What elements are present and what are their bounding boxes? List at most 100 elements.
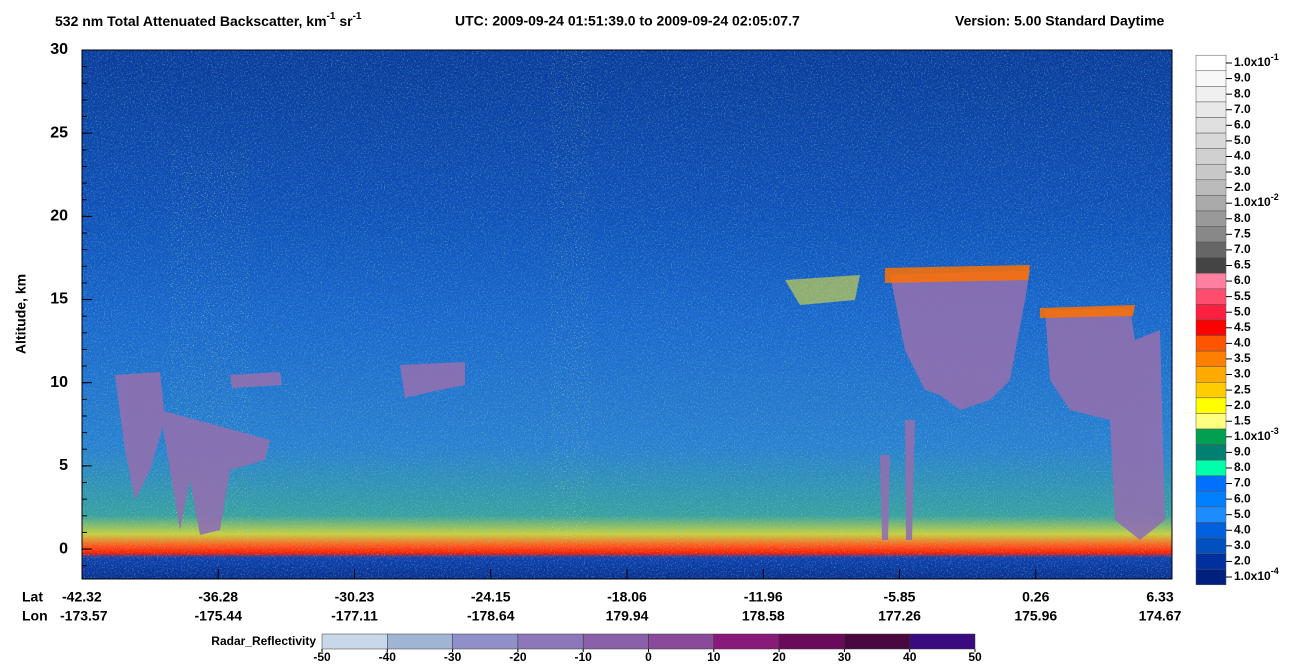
radar-tick-label: -40 [379, 650, 397, 664]
lat-tick-label: -24.15 [471, 589, 511, 605]
y-axis-label: Altitude, km [13, 274, 29, 354]
lat-tick-label: 6.33 [1146, 589, 1173, 605]
colorbar-swatch [1195, 459, 1227, 477]
lon-tick-label: -177.11 [331, 608, 378, 624]
title-exp: -1 [353, 11, 362, 22]
radar-label: Radar_Reflectivity [211, 634, 316, 648]
colorbar-label: 1.0x10-4 [1234, 566, 1279, 583]
radar-swatch [909, 633, 976, 650]
colorbar-swatch [1195, 366, 1227, 383]
colorbar-label: 9.0 [1234, 71, 1251, 85]
colorbar-label: 6.0 [1234, 117, 1251, 131]
colorbar-swatch [1195, 491, 1227, 508]
lon-label: Lon [22, 608, 48, 624]
lon-tick-label: 179.94 [606, 608, 649, 624]
colorbar-swatch [1195, 86, 1227, 103]
y-tick-label: 10 [50, 374, 68, 391]
radar-tick-label: -20 [509, 650, 527, 664]
colorbar-swatch [1195, 70, 1227, 87]
colorbar-label: 7.0 [1234, 476, 1251, 490]
colorbar-label: 1.0x10-1 [1234, 52, 1279, 69]
colorbar-label: 2.0 [1234, 554, 1251, 568]
lon-tick-label: -178.64 [467, 608, 515, 624]
colorbar-swatch [1195, 506, 1227, 523]
colorbar-label: 5.0 [1234, 133, 1251, 147]
colorbar-label-exp: -2 [1271, 193, 1279, 203]
colorbar-swatch [1195, 210, 1227, 227]
y-tick-label: 25 [50, 124, 68, 141]
colorbar-label: 8.0 [1234, 86, 1251, 100]
radar-swatch [452, 633, 519, 650]
radar-swatch [844, 633, 910, 650]
colorbar-swatch [1195, 413, 1227, 430]
colorbar-swatch [1195, 568, 1227, 586]
title-utc: UTC: 2009-09-24 01:51:39.0 to 2009-09-24… [455, 13, 800, 29]
colorbar-swatch [1195, 553, 1227, 570]
colorbar-swatch [1195, 163, 1227, 181]
colorbar-swatch [1195, 257, 1227, 274]
colorbar-label: 1.0x10-2 [1234, 193, 1279, 210]
colorbar-swatch [1195, 54, 1227, 72]
radar-tick-label: 50 [968, 650, 982, 664]
colorbar-swatch [1195, 273, 1227, 290]
title-unit: sr [335, 13, 353, 29]
radar-tick-label: 40 [903, 650, 917, 664]
chart-title: 532 nm Total Attenuated Backscatter, km-… [55, 11, 362, 29]
y-tick-label: 0 [59, 540, 68, 557]
colorbar-swatch [1195, 101, 1227, 118]
radar-tick-label: 30 [838, 650, 852, 664]
radar-swatch [648, 633, 715, 650]
lat-label: Lat [22, 589, 43, 605]
colorbar-label: 7.0 [1234, 102, 1251, 116]
colorbar-label: 8.0 [1234, 460, 1251, 474]
radar-swatch [778, 633, 845, 650]
lon-tick-label: -175.44 [195, 608, 243, 624]
colorbar-label: 6.0 [1234, 491, 1251, 505]
lat-tick-label: -30.23 [335, 589, 375, 605]
lon-tick-label: 177.26 [878, 608, 921, 624]
radar-swatch [582, 633, 649, 650]
colorbar-label: 6.5 [1234, 258, 1251, 272]
colorbar-swatch [1195, 444, 1227, 461]
radar-tick-label: 10 [707, 650, 721, 664]
colorbar-label: 2.5 [1234, 382, 1251, 396]
radar-tick-label: 0 [645, 650, 652, 664]
y-tick-label: 5 [59, 457, 68, 474]
colorbar-label: 5.0 [1234, 304, 1251, 318]
colorbar-swatch [1195, 132, 1227, 149]
colorbar-label: 8.0 [1234, 211, 1251, 225]
radar-tick-label: 20 [772, 650, 786, 664]
radar-tick-label: -50 [313, 650, 331, 664]
colorbar-swatch [1195, 397, 1227, 414]
colorbar-label-exp: -1 [1271, 52, 1279, 62]
y-tick-label: 30 [50, 41, 68, 58]
colorbar-label: 4.0 [1234, 336, 1251, 350]
colorbar-swatch [1195, 522, 1227, 539]
y-tick-label: 15 [50, 291, 68, 308]
colorbar-swatch [1195, 537, 1227, 554]
colorbar-swatch [1195, 335, 1227, 352]
lon-tick-label: 178.58 [742, 608, 785, 624]
lon-tick-label: 174.67 [1139, 608, 1182, 624]
colorbar-swatch [1195, 288, 1227, 305]
lat-tick-label: 0.26 [1022, 589, 1049, 605]
curtain [82, 50, 1172, 579]
colorbar-swatch [1195, 241, 1227, 258]
radar-tick-label: -30 [444, 650, 462, 664]
radar-swatch [713, 633, 780, 650]
colorbar-swatch [1195, 382, 1227, 399]
colorbar-swatch [1195, 117, 1227, 134]
lat-tick-label: -18.06 [607, 589, 647, 605]
colorbar-label: 1.0x10-3 [1234, 426, 1279, 443]
colorbar-label: 6.0 [1234, 273, 1251, 287]
colorbar-label-base: 1.0x10 [1234, 195, 1271, 209]
colorbar-label-exp: -3 [1271, 426, 1279, 436]
lat-tick-label: -42.32 [62, 589, 102, 605]
colorbar-label: 1.5 [1234, 413, 1251, 427]
colorbar-label-base: 1.0x10 [1234, 569, 1271, 583]
colorbar-label: 4.0 [1234, 522, 1251, 536]
radar-swatch [387, 633, 453, 650]
lat-tick-label: -5.85 [884, 589, 916, 605]
colorbar-swatch [1195, 226, 1227, 243]
